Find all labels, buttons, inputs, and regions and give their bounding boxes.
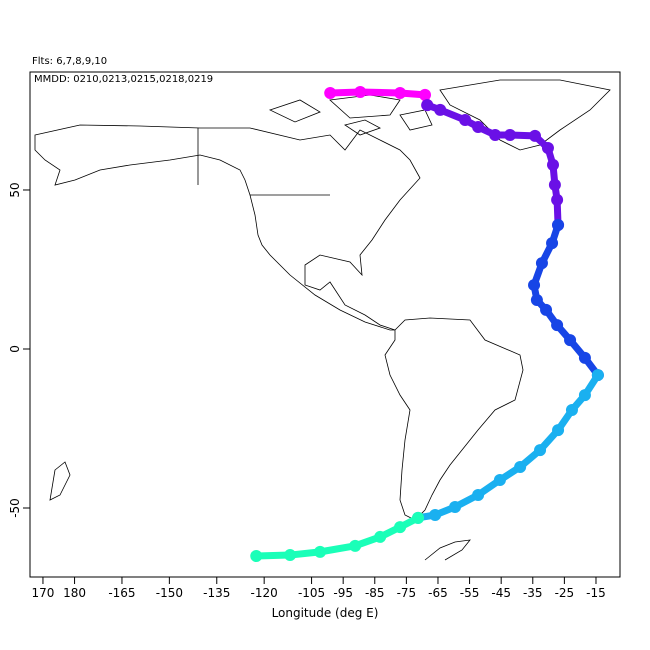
chart-subtitle: MMDD: 0210,0213,0215,0218,0219	[34, 74, 213, 85]
x-tick-label: -25	[555, 586, 575, 600]
greenland	[439, 79, 611, 151]
x-axis-label: Longitude (deg E)	[272, 606, 379, 620]
x-tick-label: -85	[365, 586, 385, 600]
track-point	[548, 178, 561, 191]
track-point	[284, 549, 297, 562]
track-point	[541, 142, 554, 155]
track-point	[591, 369, 604, 382]
antarctica	[424, 539, 471, 561]
track-point	[472, 121, 485, 134]
track-point	[472, 488, 485, 501]
x-tick-label: -15	[586, 586, 606, 600]
x-tick-label: -95	[333, 586, 353, 600]
arctic-islands	[268, 94, 433, 136]
track-point	[324, 86, 337, 99]
track-point	[349, 539, 362, 552]
x-tick-label: -45	[491, 586, 511, 600]
x-tick-label: -35	[523, 586, 543, 600]
track-point	[412, 511, 425, 524]
y-tick-label: -50	[8, 498, 22, 518]
track-point	[434, 103, 447, 116]
x-tick-label: 180	[63, 586, 86, 600]
track-point	[489, 128, 502, 141]
x-tick-label: -75	[397, 586, 417, 600]
x-tick-label: -65	[428, 586, 448, 600]
coastlines	[34, 79, 611, 561]
track-point	[530, 294, 543, 307]
border	[197, 128, 330, 196]
x-tick-label: -105	[298, 586, 325, 600]
track-point	[551, 319, 564, 332]
y-tick-label: 0	[8, 345, 22, 353]
track-point	[546, 237, 559, 250]
track-point	[421, 99, 434, 112]
track-point	[534, 444, 547, 457]
track-point	[528, 279, 541, 292]
track-point	[547, 158, 560, 171]
track-point	[540, 303, 553, 316]
track-point	[250, 550, 263, 563]
track-point	[578, 351, 591, 364]
x-tick-label: -120	[251, 586, 278, 600]
y-tick-label: 50	[8, 182, 22, 197]
track-point	[504, 128, 517, 141]
x-tick-label: -150	[156, 586, 183, 600]
track-point	[394, 86, 407, 99]
north-america	[34, 124, 421, 331]
track-point	[449, 501, 462, 514]
plot-box	[29, 71, 621, 578]
flight-track	[530, 221, 602, 379]
x-tick-label: -165	[108, 586, 135, 600]
track-point	[514, 460, 527, 473]
track-point	[552, 218, 565, 231]
track-point	[552, 424, 565, 437]
x-tick-label: -135	[203, 586, 230, 600]
track-point	[578, 389, 591, 402]
chart-title: Flts: 6,7,8,9,10	[32, 56, 107, 67]
x-tick-label: -55	[460, 586, 480, 600]
flight-track	[423, 101, 562, 229]
track-point	[564, 334, 577, 347]
track-point	[459, 114, 472, 127]
x-tick-label: 170	[32, 586, 55, 600]
track-point	[374, 530, 387, 543]
flight-track	[414, 371, 602, 522]
track-point	[354, 86, 367, 99]
track-point	[565, 404, 578, 417]
track-point	[419, 88, 432, 101]
track-point	[394, 521, 407, 534]
south-america	[384, 317, 524, 521]
track-point	[528, 129, 541, 142]
track-point	[493, 474, 506, 487]
flight-track	[252, 514, 422, 560]
new-zealand	[49, 461, 71, 501]
track-point	[429, 508, 442, 521]
track-point	[535, 257, 548, 270]
track-point	[314, 545, 327, 558]
track-point	[551, 193, 564, 206]
